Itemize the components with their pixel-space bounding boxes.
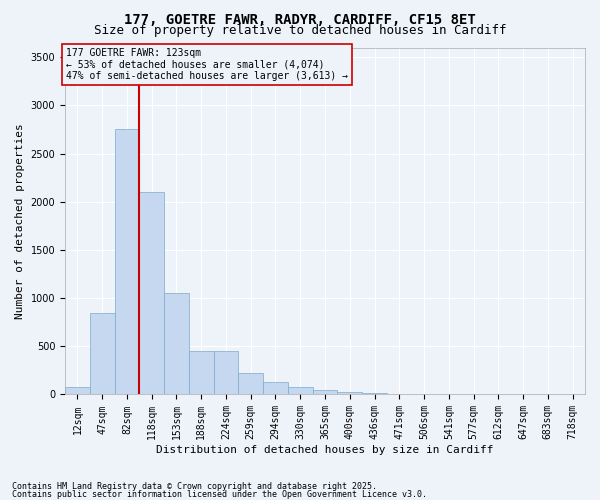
Bar [337,392,362,394]
Bar [288,387,313,394]
Text: Contains public sector information licensed under the Open Government Licence v3: Contains public sector information licen… [12,490,427,499]
Bar [90,312,115,394]
Bar [164,294,189,394]
Bar [263,382,288,394]
Text: 177 GOETRE FAWR: 123sqm
← 53% of detached houses are smaller (4,074)
47% of semi: 177 GOETRE FAWR: 123sqm ← 53% of detache… [66,48,348,82]
Bar [313,390,337,394]
Text: Size of property relative to detached houses in Cardiff: Size of property relative to detached ho… [94,24,506,37]
Text: 177, GOETRE FAWR, RADYR, CARDIFF, CF15 8ET: 177, GOETRE FAWR, RADYR, CARDIFF, CF15 8… [124,12,476,26]
X-axis label: Distribution of detached houses by size in Cardiff: Distribution of detached houses by size … [156,445,494,455]
Bar [238,374,263,394]
Bar [139,192,164,394]
Bar [214,351,238,395]
Y-axis label: Number of detached properties: Number of detached properties [15,123,25,319]
Bar [115,130,139,394]
Text: Contains HM Land Registry data © Crown copyright and database right 2025.: Contains HM Land Registry data © Crown c… [12,482,377,491]
Bar [65,387,90,394]
Bar [189,351,214,395]
Bar [362,393,387,394]
